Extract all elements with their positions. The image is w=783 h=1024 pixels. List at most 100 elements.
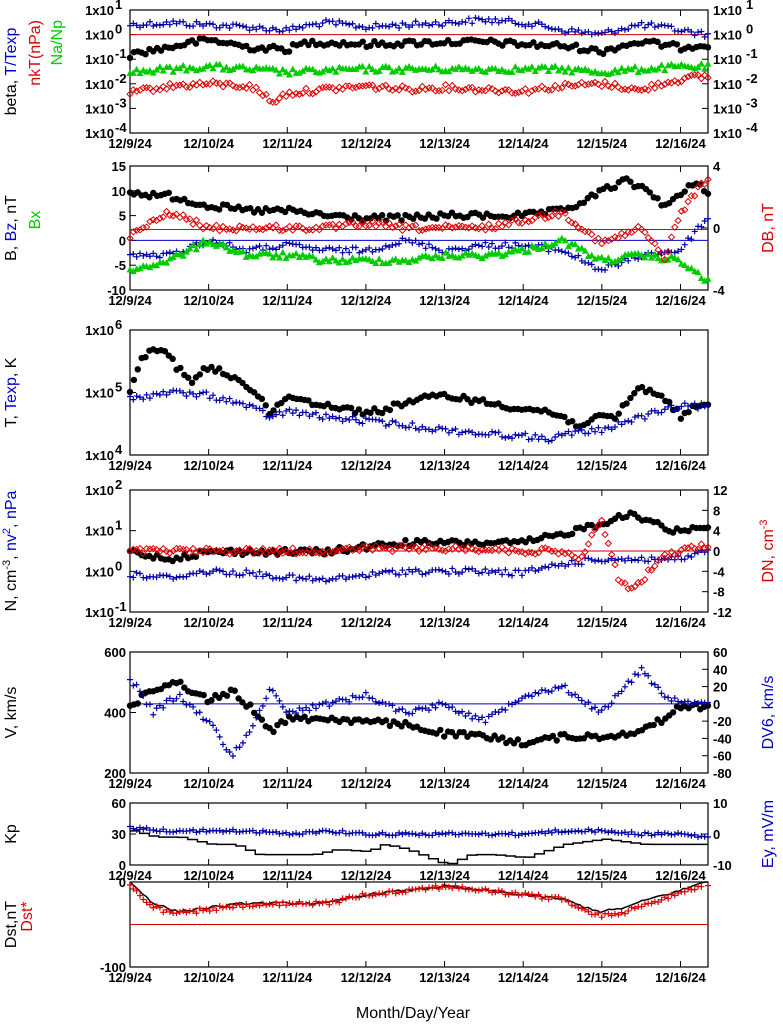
series-DB-point [445,222,453,230]
series-beta-point [398,42,405,49]
series-nkT-point [219,83,227,91]
series-Dst*-point [336,899,343,906]
series-nv2-point [558,560,565,567]
series-Na/Np-point [239,62,247,70]
panel-6: 12/9/24 12/10/24 12/11/24 12/12/24 12/13/24 1… [108,796,731,883]
series-Bx-point [146,263,154,271]
series-T-point [161,347,169,355]
series-nv2-point [136,570,143,577]
series-DB-point [405,224,413,232]
series-nkT-point [657,82,666,90]
series-T/Texp-point [562,30,569,37]
series-DB-point [571,220,579,228]
y2-tick-label: 1x10 [713,126,742,141]
series-nkT-point [146,84,154,92]
series-DB-point [528,216,536,225]
series-DB-point [468,222,476,230]
series-T/Texp-point [695,29,702,36]
series-Na/Np-point [555,67,563,74]
series-Bz-point [276,244,283,251]
series-nv2-point [505,571,512,578]
series-T/Texp-point [445,17,452,24]
series-nkT-point [438,86,446,95]
series-nkT-point [691,71,699,79]
series-T/Texp-point [170,18,177,25]
panel-2-ylabel-part: Bz [3,223,20,242]
series-Bz-point [356,249,363,256]
series-T-point [305,397,312,404]
series-Na/Np-point [279,65,287,73]
series-DV6-point [432,704,439,711]
series-T/Texp-point [495,19,502,26]
y2-tick-label: 1x10 [713,52,742,67]
series-Dst*-point [402,889,409,896]
series-DB-point [541,214,549,223]
series-DV6-point [532,689,539,696]
series-Bz-point [296,241,303,248]
series-DV6-point [243,732,250,739]
series-nkT-point [295,90,304,98]
series-nkT-point [435,86,443,95]
series-Bz-point [705,215,711,222]
series-T/Texp-point [512,20,519,27]
series-T/Texp-point [190,23,197,30]
series-DV6-point [283,709,290,716]
panel-3-ylabel-part: , K [3,357,20,377]
series-Dst*-point [382,891,389,898]
series-Dst*-point [416,885,422,892]
series-T-point [631,390,638,397]
series-beta-point [654,38,661,46]
series-DB-point [222,225,231,234]
series-Texp-point [259,407,266,414]
series-Bx-point [548,241,556,249]
series-nv2-point [303,576,310,583]
series-DV6-point [269,687,276,694]
series-DV6-point [220,741,227,748]
series-B-point [611,184,619,192]
series-T/Texp-point [618,25,625,32]
x-tick-label: 12/15/24 [577,970,628,985]
series-Ey-point [671,831,678,838]
series-T/Texp-point [193,18,200,25]
series-DV6-point [362,689,369,696]
series-Texp-point [499,433,506,440]
series-nv2-point [499,571,506,578]
series-Bz-point [568,253,575,260]
series-Bz-point [416,241,422,248]
series-Ey-point [279,830,286,837]
series-N-point [569,530,576,538]
series-Texp-point [256,405,263,412]
series-Dst*-point [605,910,612,917]
series-Texp-point [322,411,329,418]
series-DB-point [385,219,393,227]
series-Ey-point [200,826,207,833]
series-Na/Np-point [644,66,652,74]
y2-tick-label: 0 [713,221,720,236]
series-Bz-point [575,252,582,259]
series-DB-point [657,249,666,258]
series-Texp-point [509,435,516,442]
series-DV6-point [233,744,240,751]
series-Kp-path [130,830,708,865]
series-T/Texp-point [249,24,256,31]
series-N-point [402,536,409,544]
series-Texp-point [592,428,599,435]
series-beta-point [499,42,506,49]
series-DN-point [558,547,566,556]
series-DB-point [129,228,138,236]
series-Na/Np-point [176,64,184,71]
series-Na/Np-point [216,60,224,68]
series-DV6-point [253,714,260,721]
series-T/Texp-point [568,25,575,32]
x-tick-label: 12/16/24 [655,136,706,151]
series-T/Texp-point [233,21,240,28]
series-DV6-point [435,699,442,706]
series-Texp-point [459,429,466,436]
series-nv2-point [555,562,562,569]
x-tick-label: 12/9/24 [108,776,152,791]
y2-tick-label: 8 [713,503,720,518]
series-Na/Np-point [325,66,333,74]
series-nkT-point [684,73,692,81]
x-tick-label: 12/13/24 [419,615,470,630]
